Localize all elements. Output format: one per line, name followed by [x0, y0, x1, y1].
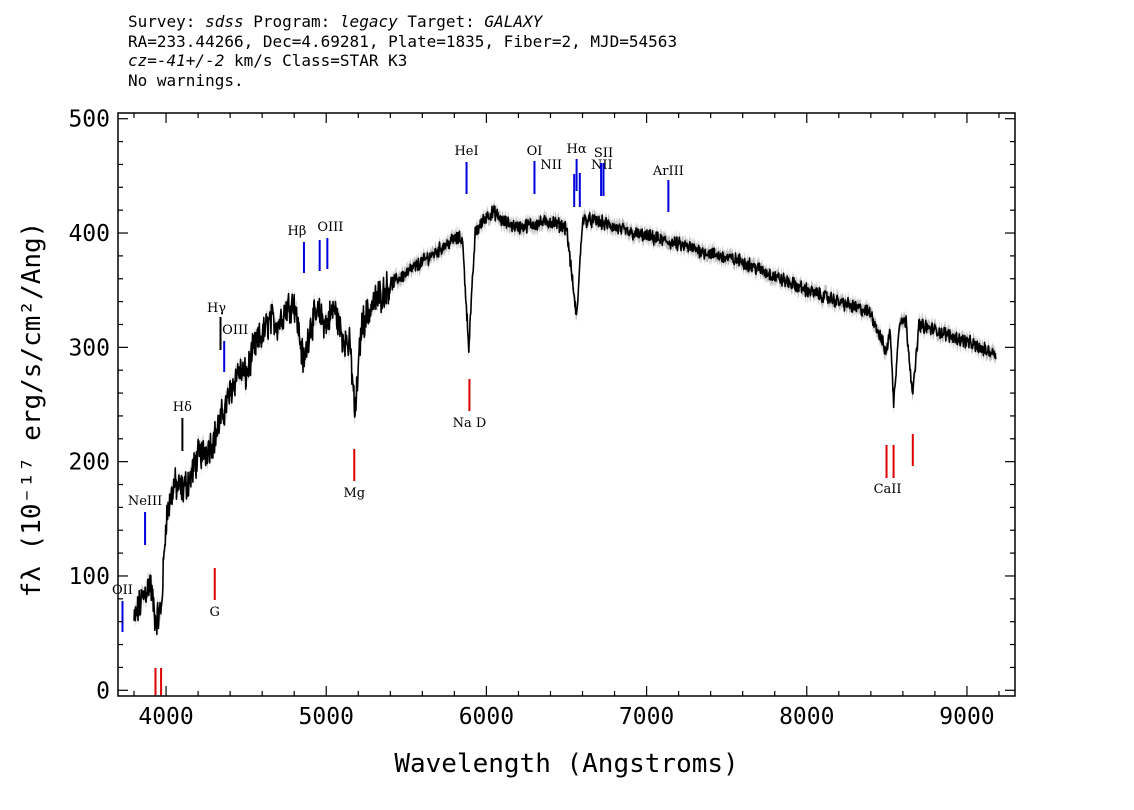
emission-line-label: HeI [454, 144, 478, 159]
emission-line-label: NeIII [128, 494, 162, 509]
header-warnings-line: No warnings. [128, 70, 244, 90]
plot-frame [117, 112, 1016, 697]
emission-line-label: OIII [317, 220, 343, 235]
header-survey-line: Survey: sdss Program: legacy Target: GAL… [128, 12, 677, 32]
header-target-label: Target: [397, 12, 485, 31]
flux-series [133, 205, 997, 636]
y-tick-label: 500 [68, 107, 110, 133]
header-program-label: Program: [243, 12, 340, 31]
absorption-line-label: Na D [453, 416, 487, 431]
header-redshift-line: cz=-41+/-2 km/s Class=STAR K3 [128, 51, 677, 71]
absorption-line-label: CaII [874, 482, 902, 497]
y-tick-label: 400 [68, 221, 110, 247]
y-tick-label: 100 [68, 564, 110, 590]
x-axis-label: Wavelength (Angstroms) [394, 749, 738, 779]
x-tick-label: 5000 [299, 704, 354, 730]
emission-line-label: OII [112, 583, 133, 598]
absorption-line-markers: G Mg Na D CaII [154, 379, 914, 696]
y-tick-label: 300 [68, 335, 110, 361]
emission-line-label: ArIII [652, 164, 684, 179]
x-tick-label: 7000 [619, 704, 674, 730]
emission-line-label: OIII [222, 323, 248, 338]
header-program-value: legacy [339, 12, 398, 31]
x-tick-label: 4000 [138, 704, 193, 730]
emission-line-label: OI [527, 144, 543, 159]
header-coordinates-line: RA=233.44266, Dec=4.69281, Plate=1835, F… [128, 31, 678, 51]
error-band [134, 199, 996, 642]
flux-line [133, 205, 997, 636]
emission-line-label: Hδ [173, 400, 192, 415]
emission-line-label: SII [594, 146, 613, 161]
spectrum-header: Survey: sdss Program: legacy Target: GAL… [128, 12, 677, 90]
header-survey-label: Survey: [128, 12, 206, 31]
header-class-text: km/s Class=STAR K3 [224, 51, 408, 70]
header-cz-value: cz=-41+/-2 [128, 51, 225, 70]
emission-line-label: Hβ [288, 224, 307, 239]
emission-line-label: NII [540, 158, 562, 173]
y-axis-label: fλ (10⁻¹⁷ erg/s/cm²/Ang) [17, 222, 47, 598]
y-tick-label: 200 [68, 450, 110, 476]
y-axis-ticks: 0 100 200 300 400 500 [68, 107, 1015, 704]
emission-line-label: Hγ [207, 301, 226, 316]
x-axis-ticks: 4000 5000 6000 7000 8000 9000 [133, 113, 1000, 730]
absorption-line-label: Mg [343, 486, 365, 501]
y-tick-label: 0 [96, 678, 110, 704]
x-tick-label: 8000 [779, 704, 834, 730]
x-tick-label: 6000 [459, 704, 514, 730]
header-target-value: GALAXY [484, 12, 543, 31]
emission-line-label: Hα [567, 142, 587, 157]
error-band-area [134, 199, 996, 642]
absorption-line-label: G [210, 605, 220, 620]
x-tick-label: 9000 [939, 704, 994, 730]
header-survey-value: sdss [205, 12, 244, 31]
